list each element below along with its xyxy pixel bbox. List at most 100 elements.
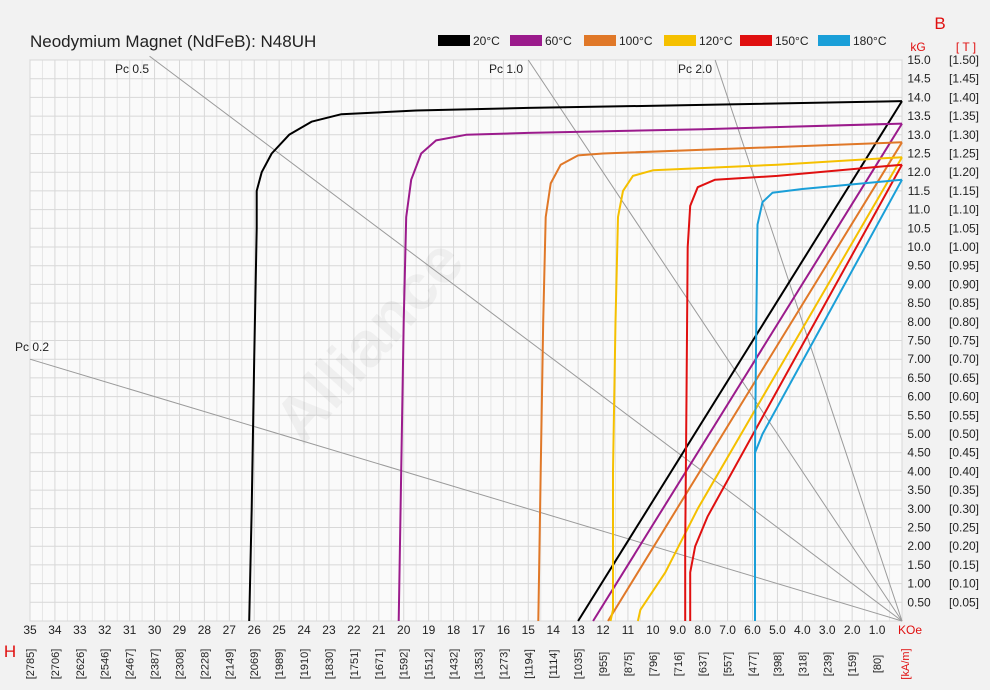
y-tick-label-secondary: [0.20] [949,539,979,553]
y-tick-label-secondary: [1.15] [949,184,979,198]
y-tick-label: 1.50 [907,558,931,572]
x-tick-label-secondary: [159] [847,652,859,676]
legend-swatch [740,35,772,46]
x-tick-label-secondary: [2228] [199,649,211,680]
x-tick-label-secondary: [398] [772,652,784,676]
x-tick-label: 12 [596,623,610,637]
load-line-label: Pc 2.0 [678,62,712,76]
x-unit-primary: KOe [898,623,922,637]
y-tick-label-secondary: [0.45] [949,446,979,460]
x-tick-label-secondary: [637] [698,652,710,676]
y-axis-ticks: 0.50 1.00 1.50 2.00 2.50 3.00 3.50 4.00 4.50 5.00… [907,53,979,609]
x-tick-label: 10 [646,623,660,637]
y-tick-label: 11.0 [908,203,931,217]
x-tick-label-secondary: [1671] [374,649,386,680]
y-tick-label: 9.50 [907,259,931,273]
x-tick-label-secondary: [1273] [498,649,510,680]
x-tick-label-secondary: [1512] [424,649,436,680]
legend-swatch [584,35,616,46]
x-tick-label: 32 [98,623,112,637]
y-tick-label-secondary: [1.35] [949,109,979,123]
y-tick-label: 15.0 [907,53,931,67]
x-axis-ticks: 35 34 33 32 31 30 29 28 27 26 25 24 23 22 21 20 19 18 17 16… [23,623,885,679]
y-tick-label: 13.5 [907,109,931,123]
chart-title: Neodymium Magnet (NdFeB): N48UH [30,32,316,51]
legend-swatch [664,35,696,46]
y-tick-label-secondary: [1.50] [949,53,979,67]
demag-curve-120°C [609,156,903,622]
y-tick-label-secondary: [0.60] [949,390,979,404]
y-tick-label-secondary: [0.70] [949,352,979,366]
x-tick-label-secondary: [955] [598,652,610,676]
legend-label: 180°C [853,34,887,48]
x-tick-label-secondary: [1432] [449,649,461,680]
legend-label: 20°C [473,34,500,48]
demag-curve-100°C [537,141,903,622]
y-tick-label-secondary: [1.20] [949,165,979,179]
y-tick-label: 7.50 [907,334,931,348]
y-tick-label: 0.50 [907,595,931,609]
legend-swatch [818,35,850,46]
y-tick-label: 14.5 [907,72,931,86]
load-line [29,358,903,622]
x-tick-label: 2.0 [844,623,861,637]
demag-curves [248,100,903,622]
demag-curve-20°C [248,100,903,622]
x-tick-label-secondary: [2387] [150,649,162,680]
x-tick-label-secondary: [1989] [274,649,286,680]
y-tick-label: 2.50 [907,521,931,535]
legend-label: 100°C [619,34,653,48]
legend: 20°C 60°C 100°C 120°C 150°C 180°C [438,34,887,48]
normal-curve-150°C [689,164,903,621]
y-tick-label: 5.00 [907,427,931,441]
x-tick-label-secondary: [2308] [175,649,187,680]
normal-curve-20°C [577,100,903,622]
load-line-label: Pc 0.5 [115,62,149,76]
x-tick-label-secondary: [1910] [299,649,311,680]
y-tick-label: 11.5 [908,184,931,198]
y-tick-label-secondary: [0.25] [949,521,979,535]
x-tick-label: 11 [622,623,635,637]
load-line-label: Pc 0.2 [15,340,49,354]
x-tick-label: 13 [571,623,585,637]
x-tick-label: 5.0 [769,623,786,637]
y-tick-label: 14.0 [907,90,931,104]
y-tick-label: 2.00 [907,539,931,553]
x-tick-label-secondary: [1353] [474,649,486,680]
x-tick-label-secondary: [716] [673,652,685,676]
y-tick-label-secondary: [1.10] [949,203,979,217]
y-tick-label-secondary: [1.25] [949,147,979,161]
x-tick-label-secondary: [796] [648,652,660,676]
x-tick-label: 28 [198,623,212,637]
x-tick-label-secondary: [239] [822,652,834,676]
legend-label: 120°C [699,34,733,48]
y-tick-label: 9.00 [907,277,931,291]
x-tick-label-secondary: [875] [623,652,635,676]
x-tick-label-secondary: [2467] [125,649,137,680]
y-unit-secondary: [ T ] [956,40,976,54]
x-tick-label: 17 [472,623,486,637]
x-tick-label-secondary: [1751] [349,649,361,680]
x-tick-label: 18 [447,623,461,637]
x-tick-label: 29 [173,623,187,637]
legend-swatch [438,35,470,46]
x-tick-label: 8.0 [694,623,711,637]
x-tick-label-secondary: [1592] [399,649,411,680]
x-tick-label-secondary: [2706] [50,649,62,680]
demag-curve-180°C [754,178,903,621]
x-tick-label: 3.0 [819,623,836,637]
legend-swatch [510,35,542,46]
demag-curve-150°C [684,163,903,621]
gridlines [29,59,903,622]
x-tick-label: 33 [73,623,87,637]
normal-curve-180°C [754,179,903,621]
y-tick-label-secondary: [0.05] [949,595,979,609]
y-tick-label-secondary: [0.95] [949,259,979,273]
y-tick-label: 8.00 [907,315,931,329]
x-tick-label: 7.0 [719,623,736,637]
load-line [714,59,903,622]
x-tick-label: 21 [372,623,386,637]
y-tick-label: 6.00 [907,390,931,404]
x-tick-label-secondary: [80] [872,655,884,673]
